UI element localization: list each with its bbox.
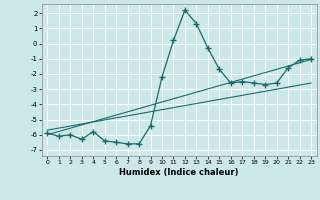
X-axis label: Humidex (Indice chaleur): Humidex (Indice chaleur) [119, 168, 239, 177]
